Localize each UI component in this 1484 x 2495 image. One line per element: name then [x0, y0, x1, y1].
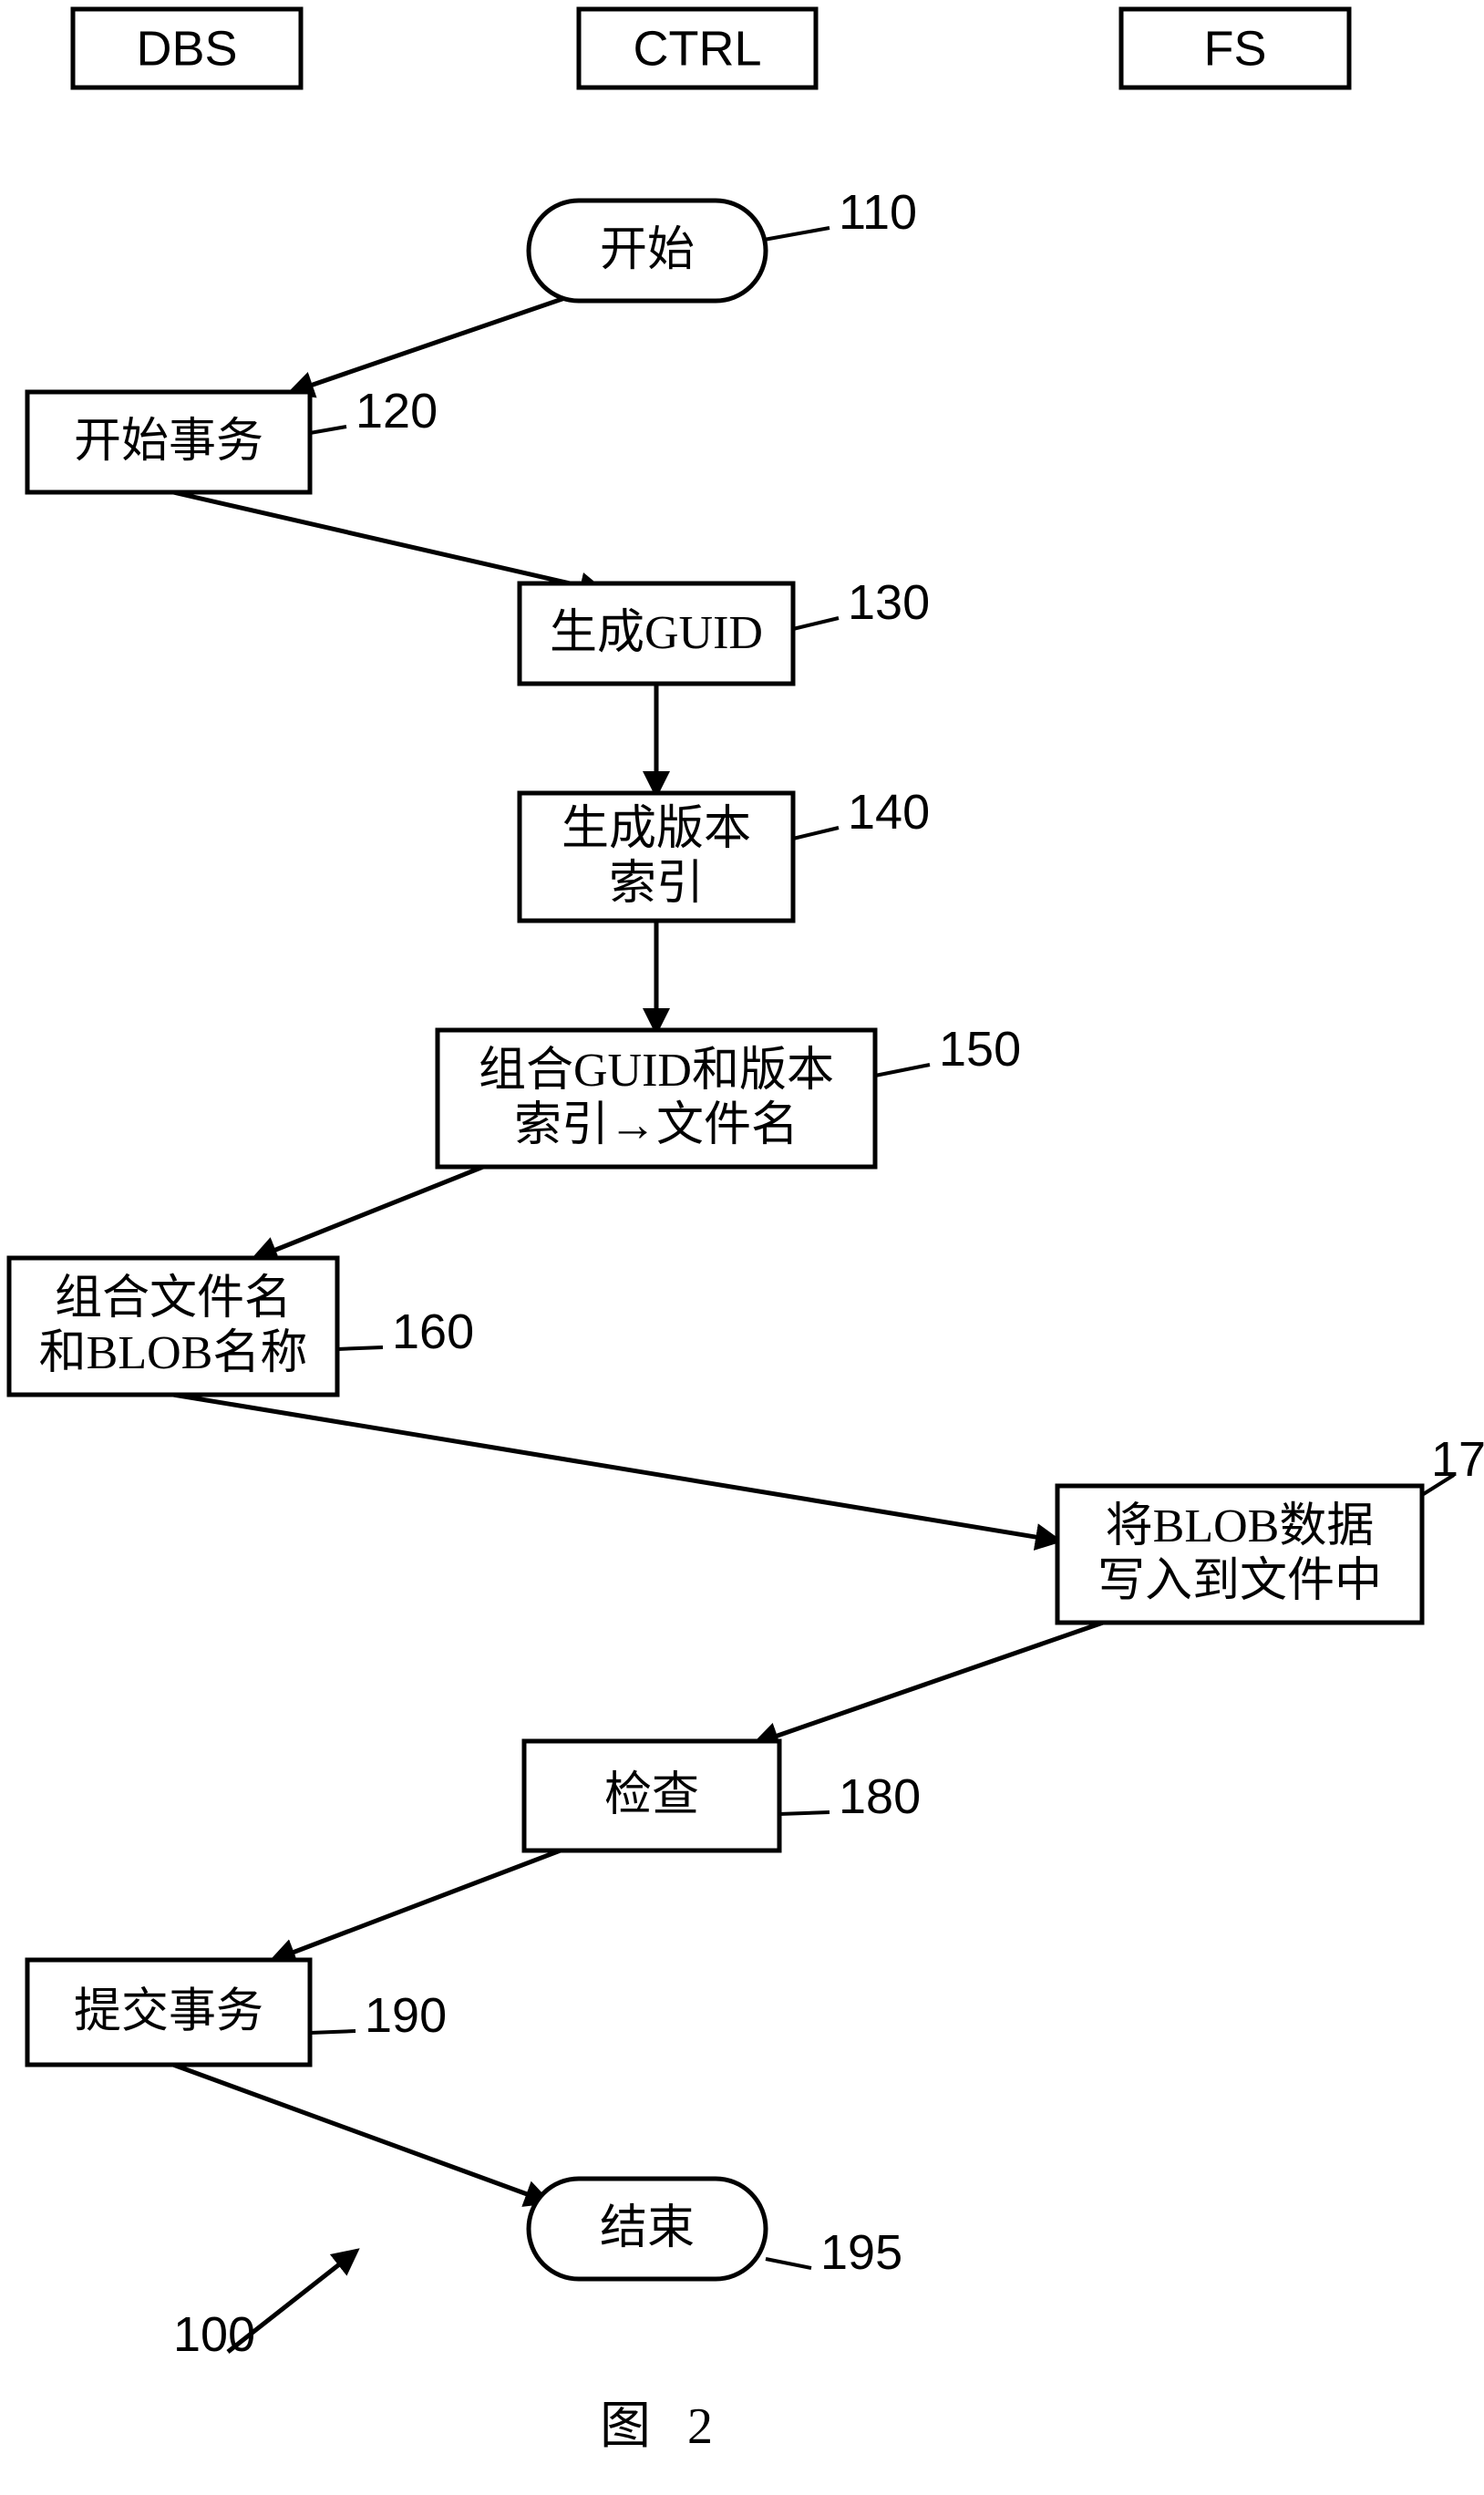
leader-n120	[310, 427, 346, 433]
figure-caption: 图2	[600, 2398, 713, 2455]
ref-label-n140: 140	[848, 785, 930, 840]
node-text-n140-line1: 索引	[609, 858, 704, 910]
node-text-n110-line0: 开始	[600, 224, 695, 276]
ref-label-n160: 160	[392, 1304, 474, 1359]
ref-label-n130: 130	[848, 575, 930, 630]
edge-n110-n120	[292, 292, 583, 392]
ref-label-n190: 190	[365, 1988, 447, 2043]
node-text-n160-line1: 和BLOB名称	[39, 1327, 308, 1379]
node-text-n150-line1: 索引→文件名	[514, 1099, 799, 1151]
edge-n120-n130	[173, 492, 602, 591]
leader-n140	[793, 828, 839, 839]
node-text-n160-line0: 组合文件名	[55, 1273, 292, 1325]
header-label-hdr-fs: FS	[1203, 21, 1266, 76]
header-label-hdr-ctrl: CTRL	[633, 21, 761, 76]
node-text-n195-line0: 结束	[600, 2202, 695, 2254]
leader-n150	[875, 1065, 930, 1076]
edge-n180-n190	[273, 1849, 565, 1960]
node-text-n170-line0: 将BLOB数据	[1106, 1500, 1375, 1552]
edge-n190-n195	[173, 2065, 547, 2201]
node-text-n180-line0: 检查	[604, 1769, 699, 1821]
node-text-n130-line0: 生成GUID	[550, 607, 763, 659]
ref-label-fig: 100	[173, 2307, 255, 2362]
ref-label-n110: 110	[839, 185, 917, 240]
ref-label-n195: 195	[820, 2225, 902, 2280]
node-text-n120-line0: 开始事务	[74, 416, 263, 468]
edge-n170-n180	[757, 1623, 1103, 1743]
edge-n150-n160	[255, 1167, 483, 1258]
leader-n190	[310, 2031, 356, 2033]
leader-n160	[337, 1347, 383, 1349]
node-text-n140-line0: 生成版本	[562, 803, 751, 855]
leader-n110	[764, 228, 830, 240]
node-text-n170-line1: 写入到文件中	[1098, 1555, 1382, 1607]
flowchart-diagram: DBS CTRL FS 开始开始事务生成GUID 生成版本索引组合GUID和版本索引→…	[0, 0, 1484, 2495]
leader-n180	[779, 1812, 830, 1814]
ref-label-n180: 180	[839, 1769, 921, 1824]
ref-label-n120: 120	[356, 384, 438, 438]
node-text-n150-line0: 组合GUID和版本	[479, 1045, 834, 1097]
ref-label-n170: 170	[1431, 1432, 1484, 1487]
leader-n195	[766, 2259, 811, 2268]
leader-n130	[793, 618, 839, 629]
ref-label-n150: 150	[939, 1022, 1021, 1077]
header-label-hdr-dbs: DBS	[136, 21, 237, 76]
edge-n160-n170	[173, 1395, 1057, 1541]
node-text-n190-line0: 提交事务	[74, 1985, 263, 2037]
